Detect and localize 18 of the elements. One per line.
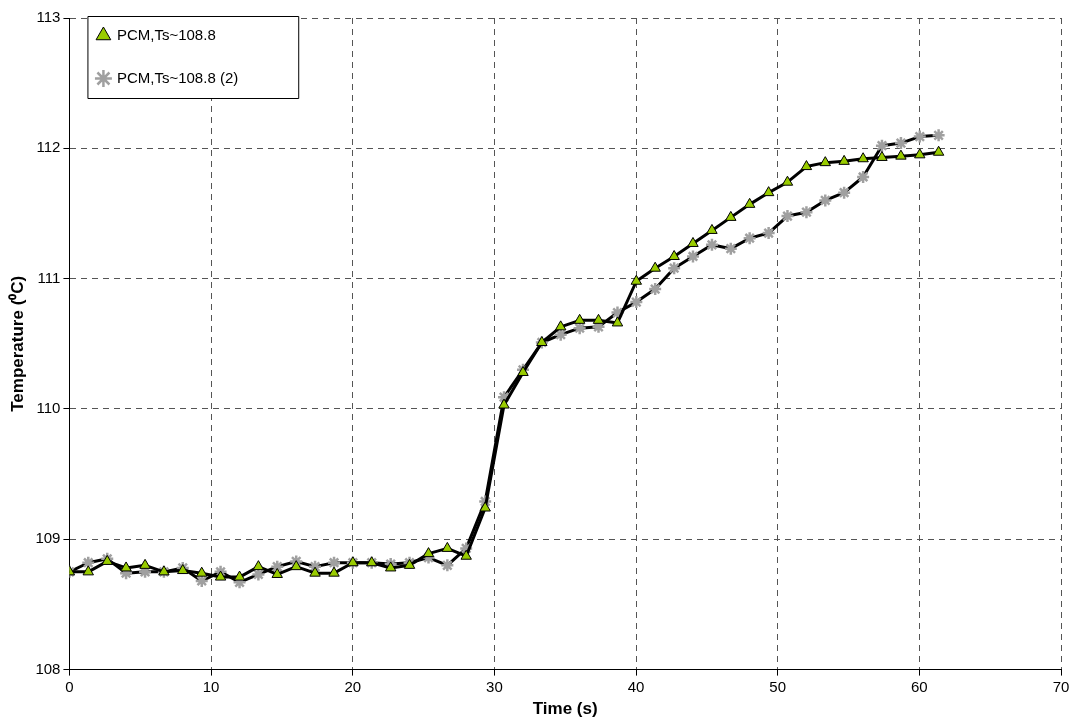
legend-label: PCM,Ts~108.8 bbox=[116, 25, 216, 43]
y-tick-label: 108 bbox=[35, 659, 61, 677]
x-tick-label: 40 bbox=[627, 677, 645, 695]
x-tick-label: 20 bbox=[344, 677, 362, 695]
x-axis-title: Time (s) bbox=[532, 699, 598, 719]
y-tick-label: 112 bbox=[36, 138, 61, 156]
legend-label: PCM,Ts~108.8 (2) bbox=[116, 68, 239, 86]
x-tick-label: 30 bbox=[486, 677, 503, 695]
y-axis-title: Temperature (⁰C) bbox=[7, 275, 27, 412]
x-tick-label: 70 bbox=[1052, 677, 1070, 695]
x-tick-label: 0 bbox=[65, 677, 74, 695]
x-tick-label: 60 bbox=[911, 677, 928, 695]
y-tick-label: 109 bbox=[35, 529, 61, 547]
y-tick-label: 111 bbox=[37, 268, 61, 286]
x-tick-label: 50 bbox=[769, 677, 787, 695]
x-tick-label: 10 bbox=[202, 677, 220, 695]
y-tick-label: 110 bbox=[36, 399, 61, 417]
y-tick-label: 113 bbox=[36, 8, 61, 26]
